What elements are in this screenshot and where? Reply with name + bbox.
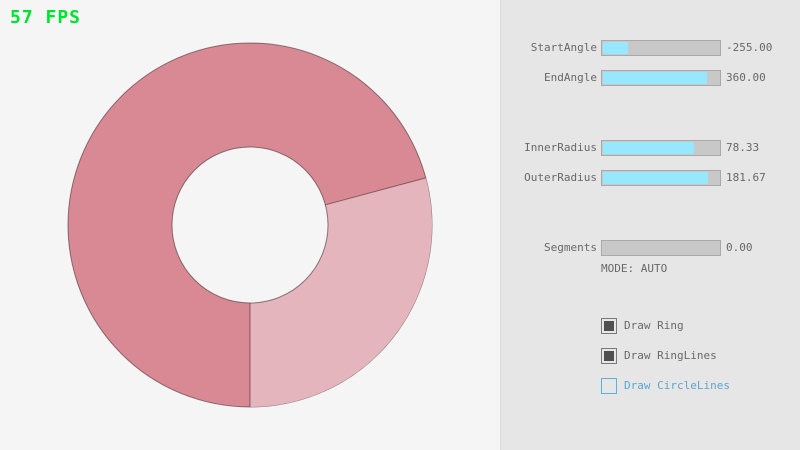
checkmark-icon <box>604 321 614 331</box>
innerradius-slider-fill <box>603 142 694 154</box>
draw-ringlines-label: Draw RingLines <box>624 349 717 362</box>
checkmark-icon <box>604 381 614 391</box>
endangle-slider[interactable] <box>601 70 721 86</box>
segments-slider[interactable] <box>601 240 721 256</box>
innerradius-value: 78.33 <box>726 141 760 154</box>
segments-mode-text: MODE: AUTO <box>601 262 668 275</box>
outerradius-slider[interactable] <box>601 170 721 186</box>
outerradius-slider-row: OuterRadius 181.67 <box>501 170 800 186</box>
endangle-slider-fill <box>603 72 708 84</box>
draw-ring-checkbox[interactable] <box>601 318 617 334</box>
controls-panel: StartAngle -255.00 EndAngle 360.00 Inner… <box>500 0 800 450</box>
draw-ring-label: Draw Ring <box>624 319 684 332</box>
draw-ring-checkbox-row: Draw Ring <box>601 318 800 334</box>
draw-ringlines-checkbox[interactable] <box>601 348 617 364</box>
segments-value: 0.00 <box>726 241 753 254</box>
outerradius-value: 181.67 <box>726 171 766 184</box>
draw-circlelines-checkbox[interactable] <box>601 378 617 394</box>
endangle-slider-row: EndAngle 360.00 <box>501 70 800 86</box>
startangle-label: StartAngle <box>530 41 597 54</box>
startangle-value: -255.00 <box>726 41 773 54</box>
innerradius-slider[interactable] <box>601 140 721 156</box>
innerradius-slider-row: InnerRadius 78.33 <box>501 140 800 156</box>
draw-ringlines-checkbox-row: Draw RingLines <box>601 348 800 364</box>
segments-slider-row: Segments 0.00 <box>501 240 800 256</box>
startangle-slider-row: StartAngle -255.00 <box>501 40 800 56</box>
startangle-slider[interactable] <box>601 40 721 56</box>
draw-circlelines-label: Draw CircleLines <box>624 379 730 392</box>
outerradius-slider-fill <box>603 172 709 184</box>
ring-sector-start-line <box>325 177 426 206</box>
ring-inner-circle <box>171 146 329 304</box>
draw-circlelines-checkbox-row: Draw CircleLines <box>601 378 800 394</box>
render-canvas: 57 FPS <box>10 7 433 408</box>
endangle-value: 360.00 <box>726 71 766 84</box>
donut-ring <box>67 42 433 408</box>
segments-label: Segments <box>544 241 597 254</box>
outerradius-label: OuterRadius <box>524 171 597 184</box>
checkmark-icon <box>604 351 614 361</box>
ring-light-sector <box>250 177 432 407</box>
fps-counter: 57 FPS <box>10 7 82 28</box>
innerradius-label: InnerRadius <box>524 141 597 154</box>
endangle-label: EndAngle <box>544 71 597 84</box>
startangle-slider-fill <box>603 42 629 54</box>
